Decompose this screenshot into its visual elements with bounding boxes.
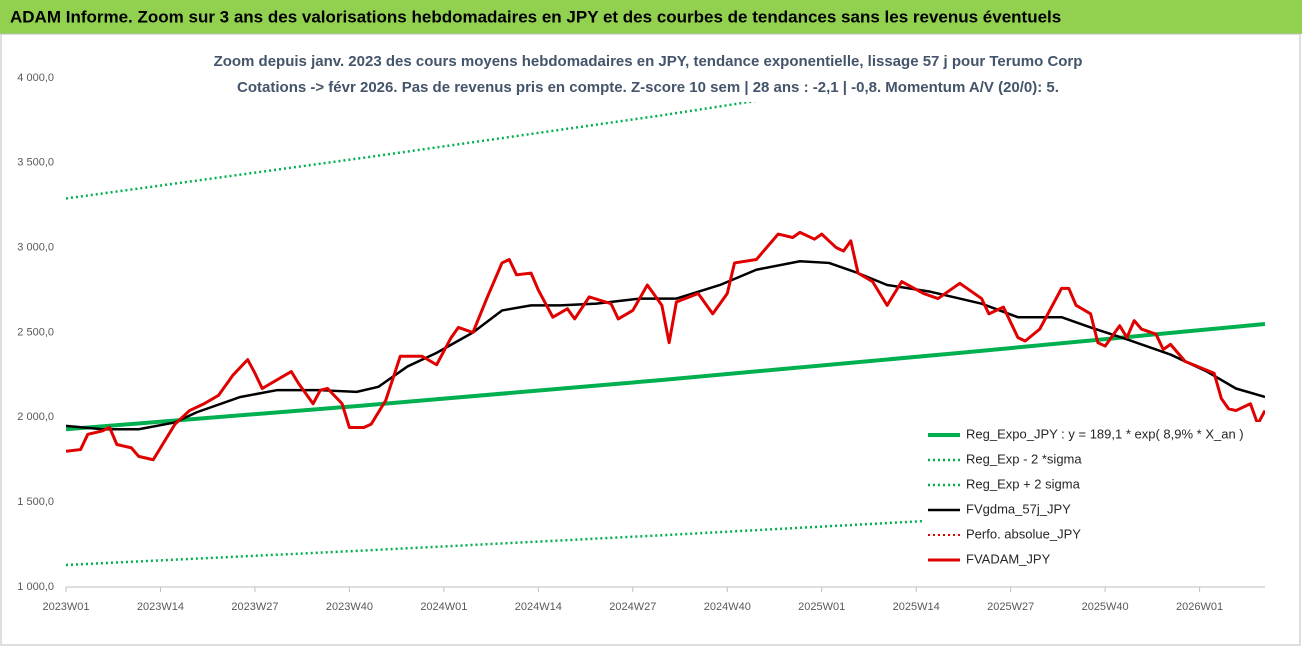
legend-label: FVgdma_57j_JPY [966, 501, 1071, 516]
subtitle-box [225, 48, 1075, 102]
x-tick-label: 2026W01 [1176, 601, 1223, 613]
x-tick-label: 2024W14 [515, 601, 562, 613]
subtitle: Zoom depuis janv. 2023 des cours moyens … [214, 53, 1083, 70]
x-tick-label: 2023W40 [326, 601, 373, 613]
x-tick-label: 2023W27 [231, 601, 278, 613]
x-tick-label: 2024W01 [420, 601, 467, 613]
series-line [66, 322, 1265, 432]
y-tick-label: 3 500,0 [17, 157, 54, 169]
y-tick-label: 1 000,0 [17, 581, 54, 593]
x-tick-label: 2023W01 [42, 601, 89, 613]
series-line [66, 230, 1265, 462]
y-tick-label: 4 000,0 [17, 72, 54, 84]
y-tick-label: 2 000,0 [17, 411, 54, 423]
legend-label: Perfo. absolue_JPY [966, 526, 1081, 541]
x-tick-label: 2025W01 [798, 601, 845, 613]
x-tick-label: 2024W40 [704, 601, 751, 613]
legend-box [922, 422, 1267, 572]
chart-border [0, 33, 1301, 646]
y-tick-label: 1 500,0 [17, 496, 54, 508]
x-tick-label: 2025W14 [893, 601, 940, 613]
subtitle: Cotations -> févr 2026. Pas de revenus p… [237, 79, 1059, 96]
x-tick-label: 2025W27 [987, 601, 1034, 613]
header-bar [0, 0, 1302, 34]
series-line [66, 78, 913, 200]
chart-title: ADAM Informe. Zoom sur 3 ans des valoris… [10, 7, 1061, 26]
legend-label: Reg_Exp - 2 *sigma [966, 451, 1082, 466]
x-tick-label: 2025W40 [1082, 601, 1129, 613]
x-tick-label: 2023W14 [137, 601, 184, 613]
legend-label: FVADAM_JPY [966, 551, 1051, 566]
legend-label: Reg_Exp + 2 sigma [966, 476, 1081, 491]
y-tick-label: 2 500,0 [17, 326, 54, 338]
y-tick-label: 3 000,0 [17, 242, 54, 254]
legend-label: Reg_Expo_JPY : y = 189,1 * exp( 8,9% * X… [966, 426, 1244, 441]
x-tick-label: 2024W27 [609, 601, 656, 613]
